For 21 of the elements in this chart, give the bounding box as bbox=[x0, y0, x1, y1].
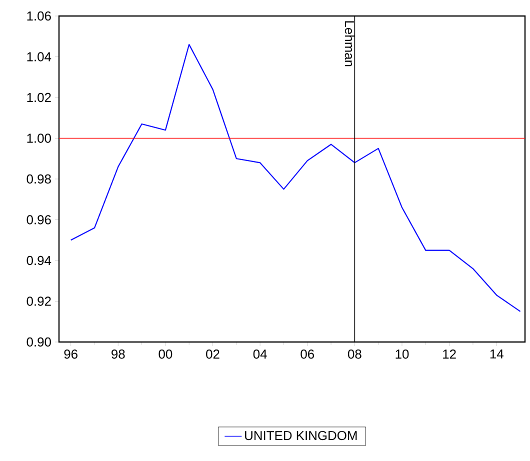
x-tick-label: 96 bbox=[64, 350, 78, 359]
y-tick-label: 0.90 bbox=[26, 337, 51, 347]
legend-label: UNITED KINGDOM bbox=[245, 430, 357, 440]
x-tick-label: 04 bbox=[253, 350, 267, 359]
x-tick-label: 06 bbox=[300, 350, 314, 359]
x-tick-label: 10 bbox=[396, 350, 409, 359]
x-tick-label: 98 bbox=[112, 350, 125, 359]
y-tick-label: 1.04 bbox=[27, 52, 52, 62]
y-tick-label: 0.98 bbox=[26, 174, 51, 184]
ref-line-label: Lehman bbox=[344, 21, 354, 66]
x-tick-label: 02 bbox=[206, 350, 220, 359]
y-tick-label: 1.02 bbox=[27, 92, 51, 102]
y-tick-label: 1.00 bbox=[27, 134, 51, 143]
x-tick-label: 08 bbox=[348, 350, 362, 359]
y-tick-label: 0.92 bbox=[26, 296, 51, 306]
x-tick-label: 12 bbox=[443, 350, 456, 359]
y-tick-label: 0.94 bbox=[26, 256, 52, 266]
y-tick-label: 1.06 bbox=[27, 11, 51, 21]
x-tick-label: 00 bbox=[158, 350, 172, 359]
x-tick-label: 14 bbox=[490, 350, 504, 358]
y-tick-label: 0.96 bbox=[26, 215, 51, 224]
